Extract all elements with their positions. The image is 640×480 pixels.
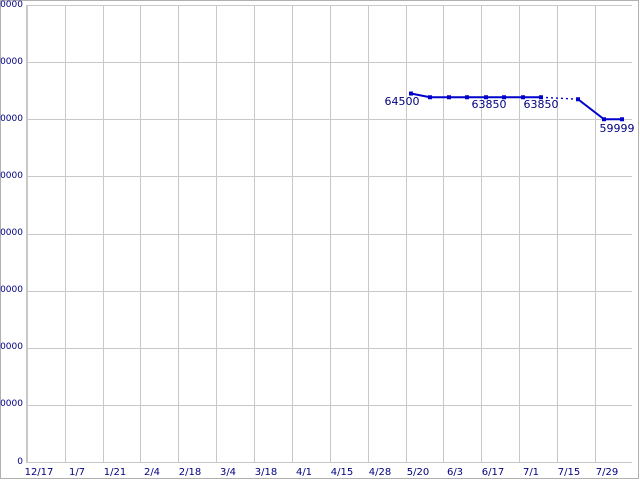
y-axis-line — [26, 5, 27, 463]
gridline-horizontal — [26, 5, 632, 6]
data-point-marker — [409, 91, 413, 96]
data-point-marker — [620, 117, 624, 122]
data-point-marker — [465, 95, 469, 100]
gridline-horizontal — [26, 233, 632, 235]
data-point-marker — [484, 95, 488, 100]
gridline-horizontal — [26, 62, 632, 64]
x-axis-line — [26, 462, 632, 463]
gridline-horizontal — [26, 347, 632, 349]
series-segment-solid — [577, 98, 605, 121]
series-segment-solid — [410, 92, 431, 99]
gridline-horizontal — [26, 290, 632, 292]
gridline-horizontal — [26, 119, 632, 121]
data-point-marker — [521, 95, 525, 100]
gridline-horizontal — [26, 176, 632, 178]
data-point-marker — [602, 117, 606, 122]
data-point-marker — [502, 95, 506, 100]
plot-area — [26, 5, 632, 462]
data-point-marker — [576, 97, 580, 102]
series-segment-dotted — [540, 96, 579, 100]
gridline-horizontal — [26, 404, 632, 406]
data-point-marker — [428, 95, 432, 100]
data-point-marker — [539, 95, 543, 100]
data-point-marker — [447, 95, 451, 100]
